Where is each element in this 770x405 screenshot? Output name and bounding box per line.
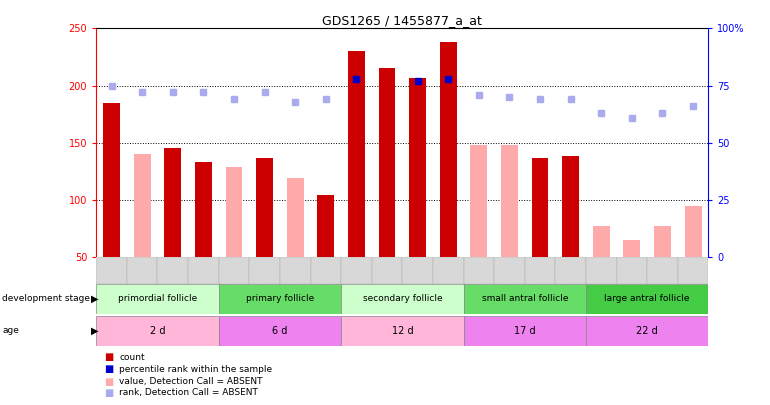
Bar xyxy=(464,316,586,346)
Text: count: count xyxy=(119,353,145,362)
Bar xyxy=(96,284,219,314)
Text: age: age xyxy=(2,326,19,335)
Bar xyxy=(103,103,120,257)
Text: small antral follicle: small antral follicle xyxy=(481,294,568,303)
Bar xyxy=(226,167,243,257)
Bar xyxy=(341,316,464,346)
Bar xyxy=(341,284,464,314)
Bar xyxy=(188,257,219,284)
Bar xyxy=(647,257,678,284)
Bar xyxy=(219,257,249,284)
Text: value, Detection Call = ABSENT: value, Detection Call = ABSENT xyxy=(119,377,263,386)
Bar xyxy=(464,257,494,284)
Bar xyxy=(433,257,464,284)
Bar xyxy=(219,284,341,314)
Text: ■: ■ xyxy=(104,377,113,386)
Bar xyxy=(158,257,188,284)
Text: ■: ■ xyxy=(104,388,113,398)
Bar xyxy=(562,156,579,257)
Bar xyxy=(501,145,518,257)
Text: ■: ■ xyxy=(104,364,113,374)
Bar xyxy=(256,158,273,257)
Bar xyxy=(617,257,647,284)
Bar xyxy=(372,257,402,284)
Bar xyxy=(593,226,610,257)
Bar xyxy=(440,42,457,257)
Text: primordial follicle: primordial follicle xyxy=(118,294,197,303)
Text: development stage: development stage xyxy=(2,294,90,303)
Text: ▶: ▶ xyxy=(91,294,99,303)
Bar xyxy=(409,77,426,257)
Bar xyxy=(624,240,641,257)
Bar xyxy=(195,162,212,257)
Bar xyxy=(317,195,334,257)
Bar xyxy=(249,257,280,284)
Bar xyxy=(586,316,708,346)
Bar xyxy=(341,257,372,284)
Text: rank, Detection Call = ABSENT: rank, Detection Call = ABSENT xyxy=(119,388,258,397)
Bar xyxy=(464,284,586,314)
Bar xyxy=(525,257,555,284)
Bar xyxy=(494,257,525,284)
Text: ▶: ▶ xyxy=(91,326,99,336)
Text: 17 d: 17 d xyxy=(514,326,536,336)
Bar xyxy=(127,257,158,284)
Bar xyxy=(678,257,708,284)
Bar xyxy=(164,149,181,257)
Bar xyxy=(403,257,433,284)
Title: GDS1265 / 1455877_a_at: GDS1265 / 1455877_a_at xyxy=(323,14,482,27)
Bar xyxy=(685,206,701,257)
Bar xyxy=(280,257,310,284)
Bar xyxy=(586,257,617,284)
Text: large antral follicle: large antral follicle xyxy=(604,294,690,303)
Text: 6 d: 6 d xyxy=(273,326,287,336)
Text: 12 d: 12 d xyxy=(391,326,413,336)
Text: secondary follicle: secondary follicle xyxy=(363,294,442,303)
Bar xyxy=(348,51,365,257)
Bar xyxy=(310,257,341,284)
Bar xyxy=(470,145,487,257)
Bar xyxy=(555,257,586,284)
Bar xyxy=(286,178,303,257)
Text: primary follicle: primary follicle xyxy=(246,294,314,303)
Bar xyxy=(219,316,341,346)
Text: 2 d: 2 d xyxy=(149,326,166,336)
Bar xyxy=(379,68,396,257)
Text: ■: ■ xyxy=(104,352,113,362)
Bar xyxy=(96,257,127,284)
Bar xyxy=(531,158,548,257)
Bar xyxy=(654,226,671,257)
Text: percentile rank within the sample: percentile rank within the sample xyxy=(119,365,273,374)
Bar xyxy=(96,316,219,346)
Text: 22 d: 22 d xyxy=(636,326,658,336)
Bar xyxy=(134,154,151,257)
Bar xyxy=(586,284,708,314)
